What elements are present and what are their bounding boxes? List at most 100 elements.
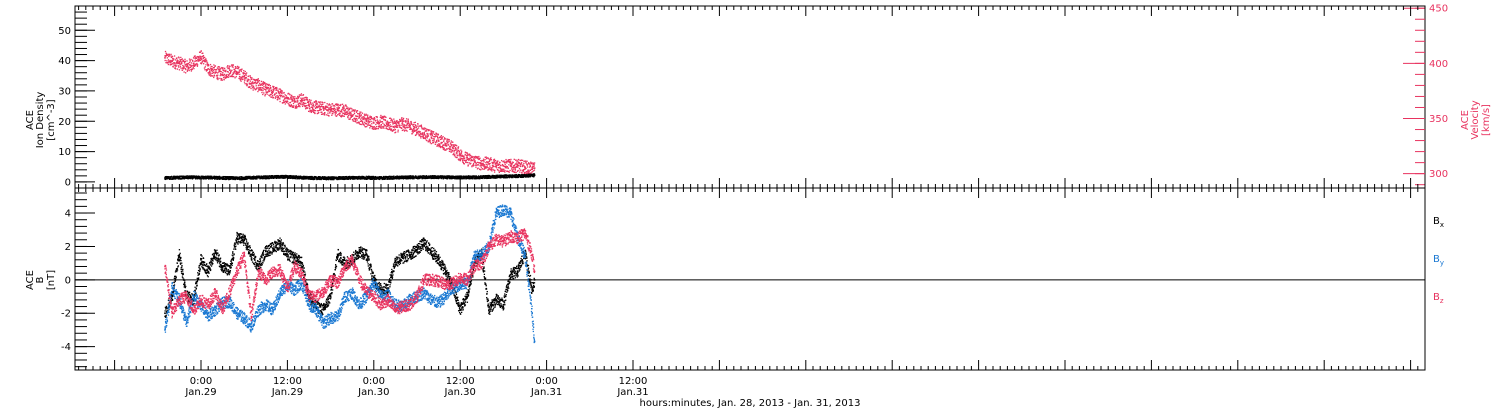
data-point (499, 161, 501, 164)
data-point (452, 177, 454, 180)
data-point (496, 162, 498, 164)
data-point (345, 105, 347, 107)
data-point (232, 66, 234, 68)
data-point (372, 178, 374, 180)
data-point (275, 96, 277, 98)
data-point (440, 177, 442, 179)
data-point (170, 177, 172, 179)
data-point (499, 170, 502, 172)
data-point (304, 108, 307, 110)
data-point (470, 156, 473, 159)
data-point (320, 103, 322, 105)
data-point (512, 171, 515, 173)
data-point (359, 113, 361, 115)
data-point (446, 178, 449, 180)
data-point (331, 103, 334, 105)
data-point (448, 140, 450, 143)
data-point (372, 126, 374, 128)
data-point (292, 97, 294, 99)
data-point (333, 179, 335, 181)
data-point (176, 68, 179, 70)
data-point (384, 116, 386, 118)
data-point (341, 103, 344, 105)
data-point (175, 178, 177, 180)
data-point (484, 158, 486, 161)
data-point (424, 134, 426, 136)
data-point (316, 103, 318, 105)
data-point (447, 142, 449, 144)
data-point (256, 82, 259, 84)
data-point (367, 177, 369, 180)
data-point (301, 104, 303, 106)
data-point (301, 102, 303, 104)
data-point (218, 69, 220, 72)
data-point (343, 110, 346, 112)
data-point (482, 165, 485, 167)
data-point (386, 120, 389, 122)
data-point (202, 55, 205, 57)
data-point (292, 95, 294, 98)
data-point (310, 103, 312, 105)
data-point (327, 112, 329, 114)
data-point (292, 102, 295, 105)
data-point (164, 57, 166, 59)
data-point (441, 138, 443, 140)
data-point (515, 162, 517, 165)
data-point (436, 139, 438, 142)
data-point (272, 86, 275, 89)
data-point (281, 92, 283, 94)
data-point (201, 62, 203, 64)
data-point (339, 114, 341, 117)
data-point (247, 79, 249, 81)
data-point (188, 69, 190, 72)
data-point (271, 95, 274, 97)
data-point (169, 62, 172, 64)
data-point (190, 65, 192, 68)
data-point (471, 166, 473, 168)
data-point (424, 138, 427, 140)
data-point (516, 163, 519, 165)
data-point (337, 107, 339, 110)
data-point (415, 134, 417, 136)
data-point (362, 116, 364, 118)
data-point (337, 106, 340, 108)
data-point (415, 175, 417, 177)
data-point (343, 176, 345, 178)
data-point (453, 155, 456, 157)
data-point (515, 171, 517, 174)
data-point (303, 104, 305, 107)
data-point (473, 158, 475, 161)
data-point (363, 175, 365, 178)
data-point (236, 67, 239, 69)
data-point (235, 71, 237, 73)
data-point (293, 96, 295, 98)
data-point (487, 169, 489, 171)
data-point (448, 177, 451, 179)
data-point (464, 151, 467, 153)
data-point (461, 176, 463, 178)
data-point (504, 169, 506, 172)
data-point (401, 122, 403, 124)
data-point (231, 64, 233, 66)
data-point (462, 175, 464, 177)
data-point (243, 70, 245, 72)
data-point (201, 178, 203, 180)
data-point (409, 128, 412, 131)
data-point (477, 164, 480, 166)
data-point (366, 118, 369, 120)
data-point (183, 176, 185, 178)
data-point (264, 95, 266, 97)
data-point (382, 176, 384, 178)
data-point (254, 88, 256, 90)
data-point (324, 112, 326, 114)
data-point (463, 163, 466, 165)
data-point (313, 109, 315, 111)
data-point (184, 58, 186, 60)
data-point (476, 161, 479, 164)
data-point (252, 83, 254, 85)
data-point (428, 177, 430, 179)
data-point (462, 155, 464, 158)
data-point (374, 126, 376, 129)
data-point (481, 159, 484, 162)
data-point (401, 120, 403, 122)
